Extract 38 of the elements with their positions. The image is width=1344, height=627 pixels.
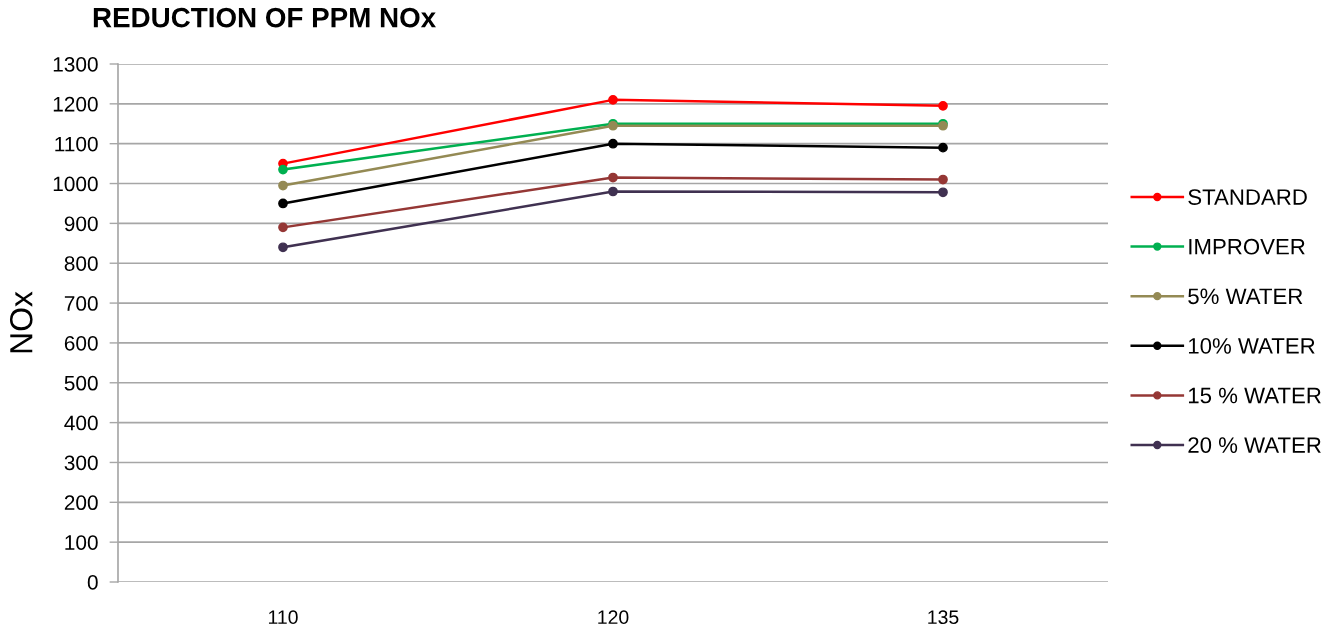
y-tick-label: 100 (65, 535, 98, 550)
y-tick-label: 1100 (55, 136, 98, 152)
point (608, 186, 618, 197)
legend-label: STANDARD (1188, 189, 1307, 205)
legend-label: 5% WATER (1188, 288, 1303, 305)
chart-title: REDUCTION OF PPM NOx (93, 7, 436, 28)
point (278, 164, 288, 175)
y-tick-label: 300 (64, 455, 98, 471)
point (938, 174, 948, 185)
point (278, 242, 288, 253)
point (608, 172, 618, 183)
point (608, 94, 618, 105)
y-tick-label: 500 (64, 375, 98, 391)
y-tick-label: 600 (64, 335, 98, 351)
point (608, 138, 618, 149)
legend-label: 20 % WATER (1188, 437, 1321, 453)
x-tick-label: 120 (598, 610, 629, 625)
x-tick-label: 110 (268, 610, 298, 625)
y-tick-label: 1300 (53, 57, 98, 72)
y-tick-label: 700 (64, 296, 98, 311)
legend-label: 10% WATER (1188, 338, 1315, 354)
x-tick-label: 135 (928, 610, 959, 625)
y-axis-title: NOx (9, 291, 33, 353)
y-tick-label: 400 (64, 415, 98, 431)
y-tick-label: 900 (64, 216, 98, 232)
y-tick-label: 800 (64, 256, 98, 271)
point (278, 180, 288, 191)
y-tick-label: 1200 (53, 96, 98, 112)
point (938, 142, 948, 153)
point (938, 187, 948, 198)
point (278, 198, 288, 209)
y-tick-label: 0 (87, 575, 98, 590)
legend-label: 15 % WATER (1188, 387, 1321, 404)
point (938, 100, 948, 111)
point (278, 222, 288, 233)
y-tick-label: 200 (64, 495, 98, 511)
y-tick-label: 1000 (53, 176, 98, 192)
legend-label: IMPROVER (1189, 238, 1305, 255)
